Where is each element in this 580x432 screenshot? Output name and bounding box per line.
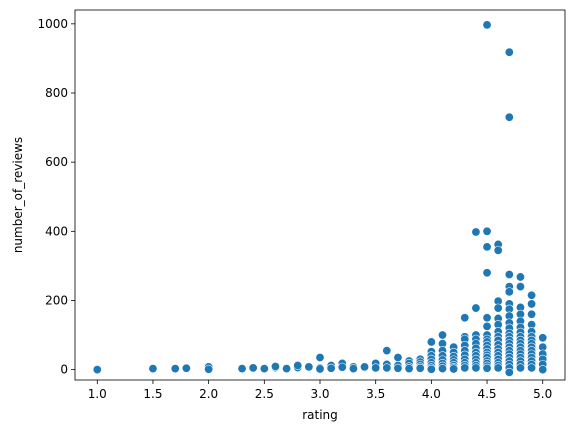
data-point bbox=[482, 363, 492, 373]
data-point bbox=[504, 287, 514, 297]
y-tick-label: 1000 bbox=[37, 17, 68, 31]
y-tick-label: 200 bbox=[45, 293, 68, 307]
plot-frame bbox=[74, 9, 566, 381]
data-point bbox=[248, 363, 258, 373]
data-point bbox=[449, 364, 459, 374]
data-point bbox=[482, 313, 492, 323]
data-point bbox=[482, 242, 492, 252]
data-point bbox=[360, 362, 370, 372]
data-point bbox=[282, 364, 292, 374]
data-point bbox=[538, 333, 548, 343]
data-point bbox=[426, 364, 436, 374]
data-point bbox=[170, 364, 180, 374]
data-point bbox=[259, 364, 269, 374]
data-point bbox=[515, 272, 525, 282]
data-point bbox=[382, 363, 392, 373]
data-point bbox=[493, 245, 503, 255]
data-point bbox=[393, 363, 403, 373]
x-tick-label: 3.0 bbox=[310, 387, 329, 401]
y-tick-label: 800 bbox=[45, 86, 68, 100]
data-point bbox=[337, 362, 347, 372]
data-point bbox=[527, 309, 537, 319]
data-point bbox=[404, 364, 414, 374]
data-point bbox=[415, 363, 425, 373]
data-point bbox=[304, 362, 314, 372]
data-point bbox=[460, 313, 470, 323]
x-tick-label: 4.5 bbox=[477, 387, 496, 401]
x-tick-label: 5.0 bbox=[533, 387, 552, 401]
data-point bbox=[348, 364, 358, 374]
data-point bbox=[538, 365, 548, 375]
data-point bbox=[315, 353, 325, 363]
data-point bbox=[482, 268, 492, 278]
data-point bbox=[315, 364, 325, 374]
x-tick-label: 2.0 bbox=[199, 387, 218, 401]
data-point bbox=[527, 363, 537, 373]
y-tick-label: 0 bbox=[60, 363, 68, 377]
data-point bbox=[493, 303, 503, 313]
data-point bbox=[493, 363, 503, 373]
data-point bbox=[527, 290, 537, 300]
data-point bbox=[437, 364, 447, 374]
data-point bbox=[371, 363, 381, 373]
data-point bbox=[270, 362, 280, 372]
data-point bbox=[471, 303, 481, 313]
data-point bbox=[504, 367, 514, 377]
y-axis: 0 200 400 600 800 1000 bbox=[37, 17, 75, 377]
data-point bbox=[293, 360, 303, 370]
data-point bbox=[482, 321, 492, 331]
data-point bbox=[515, 363, 525, 373]
data-point bbox=[504, 112, 514, 122]
data-point bbox=[504, 47, 514, 57]
x-tick-label: 2.5 bbox=[255, 387, 274, 401]
data-point bbox=[515, 282, 525, 292]
y-axis-label: number_of_reviews bbox=[11, 137, 25, 253]
plot-area bbox=[92, 20, 548, 377]
data-point bbox=[181, 363, 191, 373]
data-point bbox=[326, 363, 336, 373]
data-point bbox=[382, 346, 392, 356]
y-tick-label: 400 bbox=[45, 224, 68, 238]
data-point bbox=[92, 365, 102, 375]
data-point bbox=[148, 364, 158, 374]
data-point bbox=[471, 227, 481, 237]
x-tick-label: 1.5 bbox=[143, 387, 162, 401]
y-tick-label: 600 bbox=[45, 155, 68, 169]
data-point bbox=[482, 226, 492, 236]
x-tick-label: 1.0 bbox=[88, 387, 107, 401]
data-point bbox=[437, 330, 447, 340]
data-point bbox=[482, 20, 492, 30]
data-point bbox=[237, 364, 247, 374]
data-point bbox=[504, 270, 514, 280]
data-point bbox=[471, 363, 481, 373]
data-point bbox=[426, 337, 436, 347]
x-tick-label: 4.0 bbox=[422, 387, 441, 401]
x-axis-label: rating bbox=[302, 408, 338, 422]
data-point bbox=[527, 299, 537, 309]
data-point bbox=[204, 364, 214, 374]
x-tick-label: 3.5 bbox=[366, 387, 385, 401]
data-point bbox=[393, 353, 403, 363]
x-axis: 1.0 1.5 2.0 2.5 3.0 3.5 4.0 4.5 5.0 bbox=[88, 380, 552, 401]
data-point bbox=[460, 363, 470, 373]
